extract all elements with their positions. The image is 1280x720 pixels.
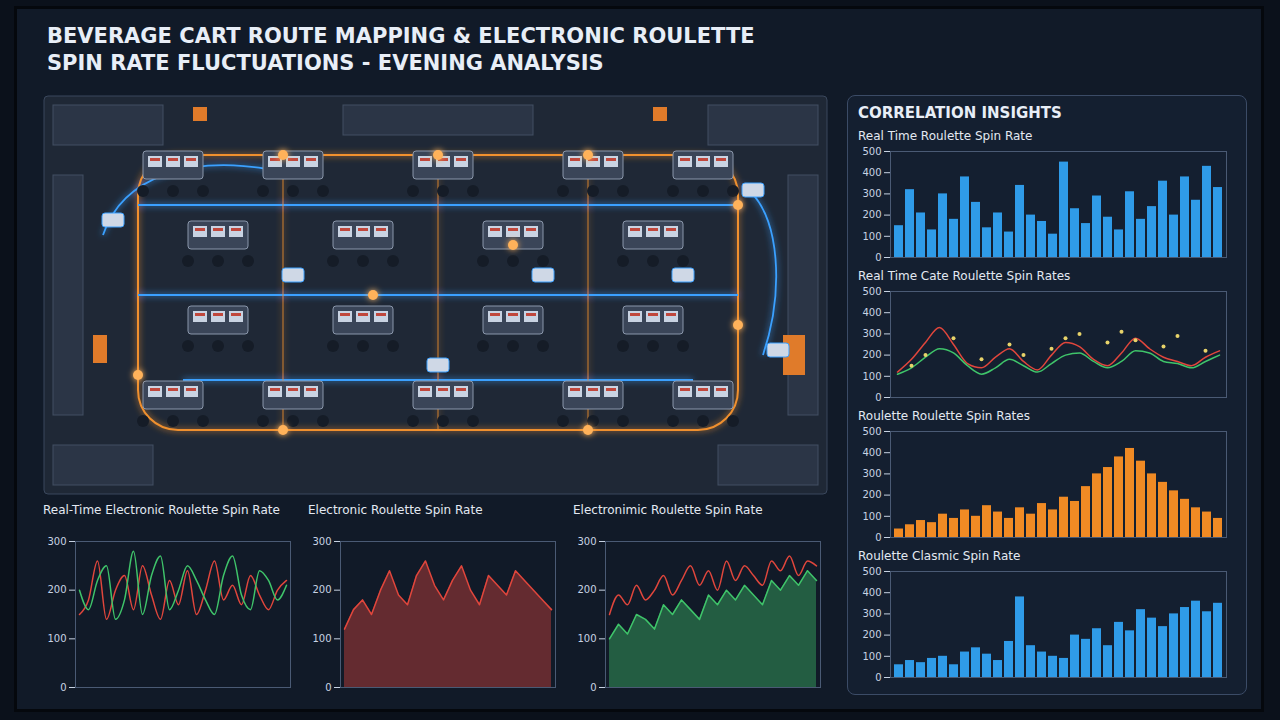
svg-text:0: 0 — [875, 672, 881, 683]
svg-text:200: 200 — [862, 209, 881, 220]
html-text:BEVERAGE CART ROUTE MAPPING &: BEVERAGE CART ROUTE MAPPING & ELECTRONIC… — [47, 24, 755, 75]
html-text:Electronic Roulette Spin Rate: Electronic Roulette Spin Rate — [308, 503, 483, 517]
svg-text:200: 200 — [47, 584, 66, 595]
svg-text:400: 400 — [862, 167, 881, 178]
svg-text:300: 300 — [312, 536, 331, 547]
svg-text:300: 300 — [862, 468, 881, 479]
svg-text:100: 100 — [862, 651, 881, 662]
svg-text:200: 200 — [862, 629, 881, 640]
html-text:Real Time Cate Roulette Spin R: Real Time Cate Roulette Spin Rates — [858, 269, 1071, 283]
svg-text:100: 100 — [577, 633, 596, 644]
html-text:Roulette Clasmic Spin Rate: Roulette Clasmic Spin Rate — [858, 549, 1021, 563]
html-text:Real-Time Electronic Roulette: Real-Time Electronic Roulette Spin Rate — [43, 503, 280, 517]
svg-text:0: 0 — [875, 392, 881, 403]
svg-text:300: 300 — [577, 536, 596, 547]
svg-text:500: 500 — [862, 566, 881, 577]
svg-text:200: 200 — [862, 489, 881, 500]
svg-text:100: 100 — [312, 633, 331, 644]
svg-text:400: 400 — [862, 447, 881, 458]
html-text:Real Time Roulette Spin Rate: Real Time Roulette Spin Rate — [858, 129, 1033, 143]
svg-text:300: 300 — [47, 536, 66, 547]
svg-text:0: 0 — [325, 682, 331, 693]
svg-text:300: 300 — [862, 188, 881, 199]
svg-text:300: 300 — [862, 608, 881, 619]
svg-text:100: 100 — [862, 511, 881, 522]
svg-text:0: 0 — [875, 252, 881, 263]
svg-text:500: 500 — [862, 146, 881, 157]
svg-text:500: 500 — [862, 426, 881, 437]
svg-text:100: 100 — [862, 371, 881, 382]
svg-text:0: 0 — [875, 532, 881, 543]
svg-text:100: 100 — [862, 231, 881, 242]
svg-text:400: 400 — [862, 587, 881, 598]
html-text:Electronimic Roulette Spin Rat: Electronimic Roulette Spin Rate — [573, 503, 763, 517]
svg-text:200: 200 — [577, 584, 596, 595]
svg-text:500: 500 — [862, 286, 881, 297]
svg-text:0: 0 — [60, 682, 66, 693]
html-text:Roulette Roulette Spin Rates: Roulette Roulette Spin Rates — [858, 409, 1030, 423]
svg-text:0: 0 — [590, 682, 596, 693]
html-text:CORRELATION INSIGHTS: CORRELATION INSIGHTS — [858, 104, 1062, 122]
svg-text:100: 100 — [47, 633, 66, 644]
svg-text:300: 300 — [862, 328, 881, 339]
svg-text:200: 200 — [312, 584, 331, 595]
svg-text:400: 400 — [862, 307, 881, 318]
svg-text:200: 200 — [862, 349, 881, 360]
